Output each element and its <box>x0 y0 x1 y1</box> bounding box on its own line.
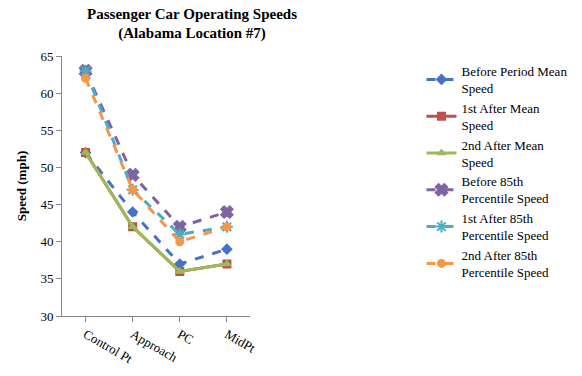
svg-text:45: 45 <box>40 197 53 212</box>
svg-text:50: 50 <box>40 160 53 175</box>
svg-text:1st After MeanSpeed: 1st After MeanSpeed <box>461 101 539 133</box>
svg-text:65: 65 <box>40 49 53 64</box>
svg-text:Passenger Car Operating Speeds: Passenger Car Operating Speeds(Alabama L… <box>87 6 297 43</box>
svg-text:2nd After 85thPercentile Speed: 2nd After 85thPercentile Speed <box>461 248 548 280</box>
svg-text:35: 35 <box>40 271 53 286</box>
svg-text:Control Pt: Control Pt <box>81 326 135 366</box>
svg-text:55: 55 <box>40 123 53 138</box>
svg-text:MidPt: MidPt <box>222 326 258 355</box>
svg-text:Before 85thPercentile Speed: Before 85thPercentile Speed <box>461 174 548 206</box>
svg-text:1st After 85thPercentile Speed: 1st After 85thPercentile Speed <box>461 211 548 243</box>
svg-text:60: 60 <box>40 86 53 101</box>
svg-text:2nd After MeanSpeed: 2nd After MeanSpeed <box>461 138 544 170</box>
svg-text:PC: PC <box>175 326 196 347</box>
svg-text:Approach: Approach <box>128 326 180 365</box>
svg-text:30: 30 <box>40 309 53 324</box>
svg-text:Before Period MeanSpeed: Before Period MeanSpeed <box>461 64 567 96</box>
svg-text:Speed (mph): Speed (mph) <box>14 151 29 221</box>
svg-text:40: 40 <box>40 234 53 249</box>
